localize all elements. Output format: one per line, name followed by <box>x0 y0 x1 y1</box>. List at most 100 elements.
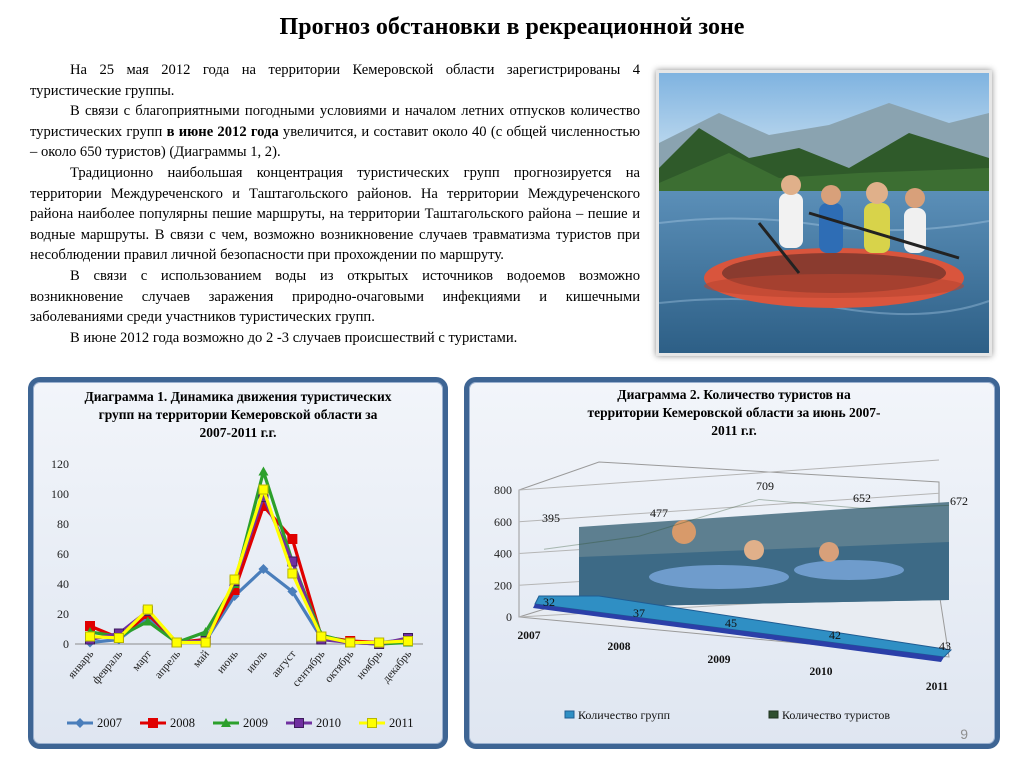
tourists-raft <box>794 560 904 580</box>
x-tick-label: апрель <box>153 648 183 681</box>
y-tick-label: 0 <box>63 637 69 651</box>
data-point <box>287 586 298 597</box>
data-point <box>374 637 385 648</box>
legend-marker <box>294 718 304 728</box>
y-tick-label: 60 <box>57 547 69 561</box>
paragraph: На 25 мая 2012 года на территории Кемеро… <box>30 60 640 101</box>
paragraph-text: В связи с благоприятными погодными услов… <box>30 103 640 140</box>
data-label: 395 <box>542 511 560 525</box>
data-label: 43 <box>939 639 951 653</box>
series-tourists <box>543 498 950 607</box>
legend-label: 2010 <box>316 716 341 730</box>
paragraph-text: В связи с использованием воды из открыты… <box>30 267 640 326</box>
data-point <box>403 636 413 646</box>
rafting-photo <box>656 70 992 356</box>
chart1-title: Диаграмма 1. Динамика движения туристиче… <box>84 389 392 440</box>
data-label: 45 <box>725 616 737 630</box>
x-tick-label: февраль <box>90 648 125 686</box>
data-point <box>345 637 356 648</box>
y-tick-label: 0 <box>506 610 512 624</box>
y-tick-label: 20 <box>57 607 69 621</box>
x-tick-label: октябрь <box>323 648 357 685</box>
paragraph: Традиционно наибольшая концентрация тури… <box>30 163 640 266</box>
data-point <box>316 631 327 642</box>
y-tick-label: 600 <box>494 515 512 529</box>
data-label: 32 <box>543 595 555 609</box>
x-tick-label: 2010 <box>810 666 833 678</box>
series-2011 <box>85 484 413 648</box>
y-tick-label: 80 <box>57 517 69 531</box>
data-label: 42 <box>829 628 841 642</box>
series-line <box>89 487 409 645</box>
legend-marker <box>221 718 231 727</box>
data-point <box>258 564 269 574</box>
x-tick-label: декабрь <box>380 648 414 685</box>
x-tick-label: июль <box>244 648 270 675</box>
chart2-title: Диаграмма 2. Количество туристов на терр… <box>587 387 881 438</box>
tourists-raft <box>649 565 789 589</box>
x-tick-label: 2007 <box>518 630 541 642</box>
x-tick-label: май <box>191 648 212 670</box>
series-line <box>89 567 409 645</box>
legend-label: 2011 <box>389 716 414 730</box>
data-point <box>229 574 240 585</box>
data-label: 672 <box>950 494 968 508</box>
paragraph: В июне 2012 года возможно до 2 -3 случае… <box>30 328 640 349</box>
legend-label: Количество групп <box>578 708 671 722</box>
x-tick-label: август <box>269 648 298 680</box>
tourists-person <box>744 540 764 560</box>
data-point <box>171 637 182 648</box>
y-tick-label: 100 <box>51 487 69 501</box>
series-2007 <box>85 564 413 648</box>
y-tick-label: 400 <box>494 547 512 561</box>
paragraph: В связи с использованием воды из открыты… <box>30 266 640 328</box>
body-text: На 25 мая 2012 года на территории Кемеро… <box>30 60 640 348</box>
x-tick-label: июнь <box>215 648 241 676</box>
data-label: 652 <box>853 491 871 505</box>
paragraph-text: Традиционно наибольшая концентрация тури… <box>30 164 640 264</box>
paragraph: В связи с благоприятными погодными услов… <box>30 101 640 163</box>
groups-ribbon <box>534 595 953 658</box>
groups-ribbon-front <box>533 604 944 662</box>
paragraph-text: В июне 2012 года возможно до 2 -3 случае… <box>70 329 518 346</box>
legend-swatch <box>564 710 575 719</box>
data-label: 37 <box>633 606 645 620</box>
tourists-person <box>819 542 839 562</box>
chart2-panel: Диаграмма 2. Количество туристов на терр… <box>464 377 1000 749</box>
legend-swatch <box>768 710 779 719</box>
data-point <box>142 616 153 626</box>
data-point <box>85 631 95 642</box>
legend-label: 2009 <box>243 716 268 730</box>
data-point <box>287 568 298 579</box>
data-point <box>258 466 269 476</box>
chart2-plot: 0 200 400 600 800 395 477 709 652 672 32 37 45 42 43 20… <box>494 459 968 722</box>
grid-line <box>518 459 940 491</box>
legend-label: Количество туристов <box>782 708 890 722</box>
legend-marker <box>75 718 85 728</box>
data-label: 477 <box>650 506 668 520</box>
data-point <box>258 484 269 495</box>
data-point <box>200 637 211 648</box>
x-tick-label: 2009 <box>708 654 731 666</box>
x-tick-label: 2011 <box>926 681 949 693</box>
grid-line <box>518 492 940 523</box>
paragraph-text: На 25 мая 2012 года на территории Кемеро… <box>30 62 640 99</box>
data-point <box>113 633 124 643</box>
y-tick-label: 120 <box>51 457 69 471</box>
paragraph-bold-text: в июне 2012 года <box>166 123 279 140</box>
y-tick-label: 800 <box>494 483 512 497</box>
legend-marker <box>148 718 158 728</box>
page-number: 9 <box>960 726 968 742</box>
x-tick-label: март <box>130 648 154 673</box>
data-point <box>287 534 298 544</box>
y-tick-label: 200 <box>494 578 512 592</box>
y-tick-label: 40 <box>57 577 69 591</box>
data-point <box>142 604 153 615</box>
legend-label: 2008 <box>170 716 195 730</box>
page-title: Прогноз обстановки в рекреационной зоне <box>279 14 745 40</box>
paragraph-text: увеличится, и составит около 40 (с общей… <box>30 123 640 161</box>
tourists-person <box>672 520 696 544</box>
legend-label: 2007 <box>97 716 122 730</box>
tourists-top-line <box>543 498 950 550</box>
